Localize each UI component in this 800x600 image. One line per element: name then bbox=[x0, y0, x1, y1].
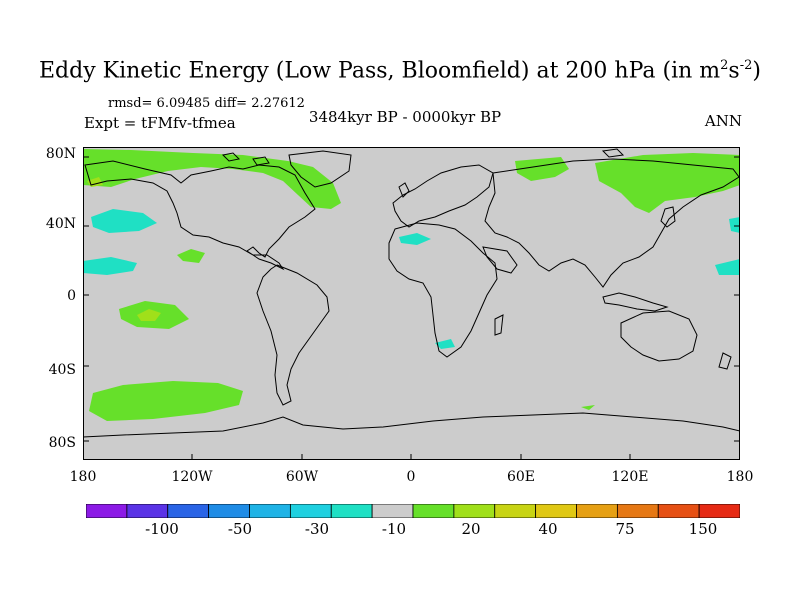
lat-label-80s: 80S bbox=[48, 435, 76, 451]
positive-region-north-america bbox=[83, 149, 341, 209]
lat-label-40n: 40N bbox=[45, 216, 76, 232]
map-panel bbox=[83, 147, 740, 460]
colorbar-swatch bbox=[412, 504, 455, 518]
coast-uk bbox=[398, 182, 410, 198]
colorbar-swatch bbox=[208, 504, 250, 518]
positive-region-north-atlantic bbox=[515, 157, 569, 181]
colorbar-label: 40 bbox=[538, 520, 558, 538]
colorbar-swatch bbox=[126, 504, 169, 518]
lon-label-180w: 180 bbox=[69, 469, 97, 485]
coast-madagascar bbox=[494, 314, 504, 336]
negative-region-north-africa bbox=[399, 233, 431, 245]
colorbar-swatch bbox=[698, 504, 740, 518]
coastlines bbox=[83, 148, 740, 438]
lat-label-0: 0 bbox=[67, 288, 76, 304]
coast-australia bbox=[620, 310, 698, 362]
negative-region-north-pacific bbox=[91, 209, 157, 233]
lat-label-40s: 40S bbox=[48, 362, 76, 378]
colorbar-swatch bbox=[289, 504, 332, 518]
negative-region-west-pacific bbox=[729, 217, 740, 233]
colorbar bbox=[86, 504, 740, 518]
anomaly-fields bbox=[83, 149, 740, 421]
positive-region-eurasia bbox=[595, 153, 740, 213]
colorbar-swatch bbox=[494, 504, 537, 518]
coast-north-america bbox=[84, 160, 316, 271]
negative-region-east-pacific bbox=[83, 257, 137, 275]
colorbar-label: 75 bbox=[615, 520, 635, 538]
colorbar-label: 20 bbox=[461, 520, 481, 538]
colorbar-swatch bbox=[657, 504, 700, 518]
coast-antarctica bbox=[83, 412, 740, 438]
coast-south-america bbox=[256, 264, 330, 406]
map-ticks bbox=[83, 156, 740, 460]
experiment-label: Expt = tFMfv-tfmea bbox=[84, 114, 236, 132]
negative-region-west-pacific-2 bbox=[715, 259, 740, 275]
colorbar-swatch bbox=[371, 504, 414, 518]
colorbar-label: -100 bbox=[145, 520, 179, 538]
coast-arabia bbox=[482, 246, 518, 274]
lon-label-60w: 60W bbox=[285, 469, 319, 485]
lon-label-180e: 180 bbox=[726, 469, 754, 485]
colorbar-swatch bbox=[330, 504, 373, 518]
positive-region-south-pacific bbox=[89, 381, 243, 421]
lat-label-80n: 80N bbox=[45, 146, 76, 162]
period-label: 3484kyr BP - 0000kyr BP bbox=[308, 108, 502, 126]
lon-label-0: 0 bbox=[406, 469, 416, 485]
colorbar-swatch bbox=[86, 504, 128, 518]
colorbar-swatch bbox=[576, 504, 618, 518]
coast-asia bbox=[484, 158, 740, 288]
lon-label-120e: 120E bbox=[611, 469, 649, 485]
colorbar-swatch bbox=[453, 504, 496, 518]
plot-title: Eddy Kinetic Energy (Low Pass, Bloomfiel… bbox=[39, 58, 761, 84]
positive-region-central-america bbox=[177, 249, 205, 263]
stats-text: rmsd= 6.09485 diff= 2.27612 bbox=[108, 96, 305, 111]
positive-region-southern-indian bbox=[581, 405, 595, 410]
colorbar-swatch bbox=[535, 504, 577, 518]
lon-label-60e: 60E bbox=[506, 469, 536, 485]
colorbar-swatch bbox=[616, 504, 659, 518]
negative-region-southern-africa bbox=[435, 339, 455, 349]
coast-indonesia bbox=[602, 292, 669, 312]
coast-greenland bbox=[288, 150, 352, 188]
colorbar-label: -30 bbox=[304, 520, 330, 538]
coast-africa bbox=[388, 222, 498, 358]
colorbar-swatch bbox=[167, 504, 210, 518]
coast-japan bbox=[660, 206, 676, 228]
positive-region-core bbox=[137, 309, 161, 321]
colorbar-label: -10 bbox=[381, 520, 407, 538]
colorbar-label: 150 bbox=[688, 520, 718, 538]
coast-new-zealand bbox=[718, 352, 732, 370]
season-label: ANN bbox=[704, 112, 742, 130]
colorbar-label: -50 bbox=[227, 520, 253, 538]
colorbar-swatch bbox=[249, 504, 291, 518]
coast-arctic-islands bbox=[221, 148, 625, 166]
lon-label-120w: 120W bbox=[171, 469, 213, 485]
